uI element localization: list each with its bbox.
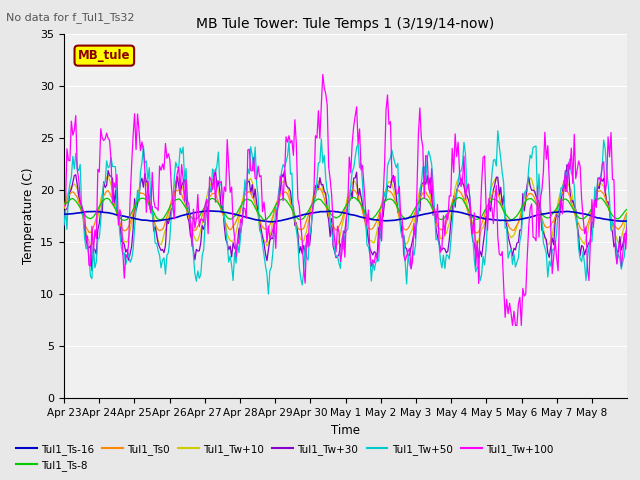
Title: MB Tule Tower: Tule Temps 1 (3/19/14-now): MB Tule Tower: Tule Temps 1 (3/19/14-now… [196,17,495,31]
Legend: Tul1_Ts-16, Tul1_Ts-8, Tul1_Ts0, Tul1_Tw+10, Tul1_Tw+30, Tul1_Tw+50, Tul1_Tw+100: Tul1_Ts-16, Tul1_Ts-8, Tul1_Ts0, Tul1_Tw… [12,439,557,475]
Text: No data for f_Tul1_Ts32: No data for f_Tul1_Ts32 [6,12,135,23]
Text: MB_tule: MB_tule [78,49,131,62]
Y-axis label: Temperature (C): Temperature (C) [22,168,35,264]
X-axis label: Time: Time [331,424,360,437]
